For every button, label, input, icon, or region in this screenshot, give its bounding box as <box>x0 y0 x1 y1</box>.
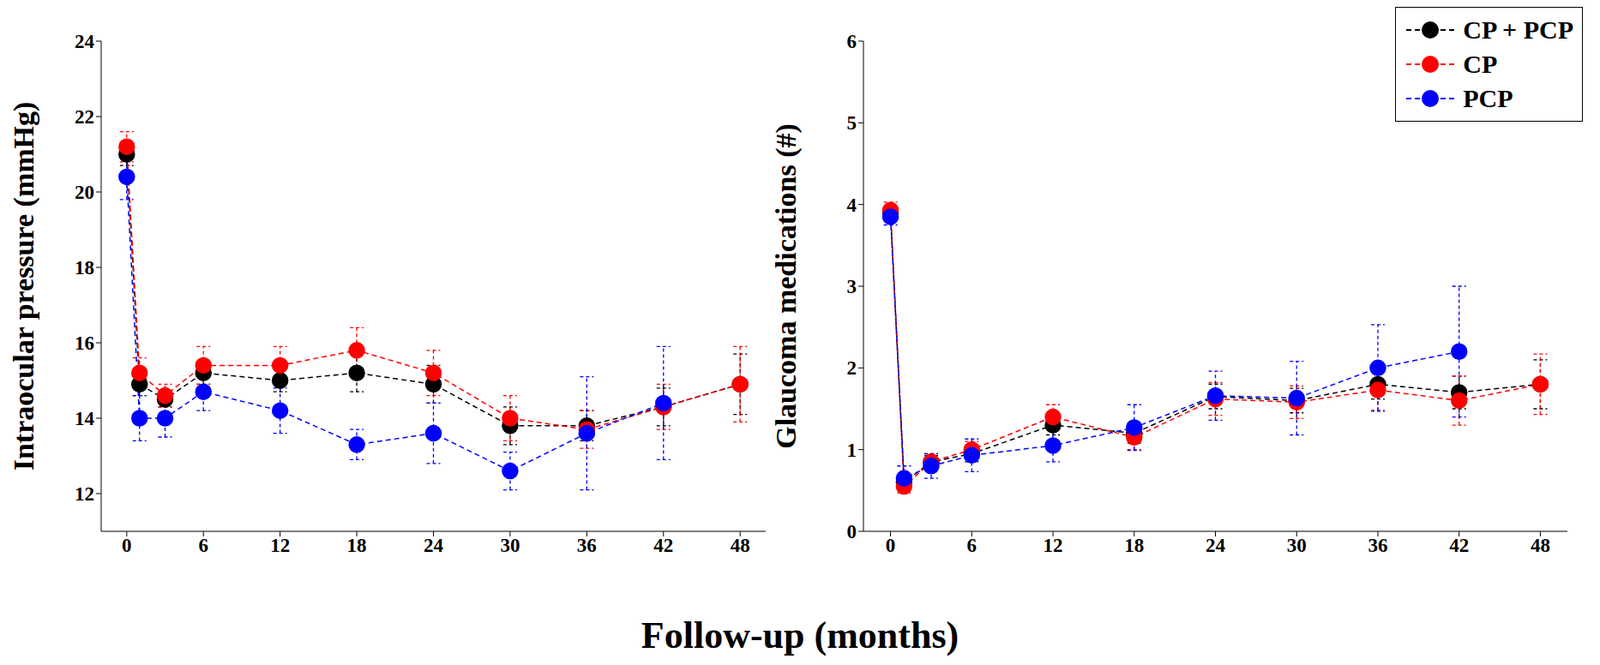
svg-text:14: 14 <box>74 408 96 430</box>
svg-text:16: 16 <box>74 332 95 355</box>
svg-text:24: 24 <box>74 30 96 53</box>
svg-text:18: 18 <box>74 257 95 279</box>
html-text:PCP: PCP <box>1463 84 1514 113</box>
svg-text:12: 12 <box>74 483 95 506</box>
svg-text:1: 1 <box>847 439 858 462</box>
svg-text:24: 24 <box>1205 535 1227 557</box>
svg-text:12: 12 <box>270 535 290 557</box>
svg-text:0: 0 <box>885 535 897 557</box>
svg-text:48: 48 <box>1530 535 1551 557</box>
svg-text:6: 6 <box>847 30 858 53</box>
svg-text:5: 5 <box>847 112 858 134</box>
html-text:CP: CP <box>1463 49 1498 79</box>
svg-text:20: 20 <box>74 181 95 204</box>
svg-text:30: 30 <box>499 535 520 557</box>
svg-text:3: 3 <box>847 276 858 298</box>
svg-text:42: 42 <box>1449 535 1469 557</box>
svg-text:18: 18 <box>1124 535 1144 557</box>
svg-text:48: 48 <box>730 535 751 557</box>
svg-text:0: 0 <box>121 535 133 557</box>
html-text:Intraocular pressure (mmHg): Intraocular pressure (mmHg) <box>7 101 40 471</box>
svg-text:18: 18 <box>347 535 367 557</box>
svg-text:36: 36 <box>1367 535 1388 557</box>
svg-text:42: 42 <box>653 535 674 557</box>
html-text:Follow-up (months): Follow-up (months) <box>641 614 959 657</box>
svg-text:22: 22 <box>74 106 95 128</box>
svg-text:0: 0 <box>847 521 858 543</box>
svg-text:12: 12 <box>1043 535 1064 557</box>
html-text:Glaucoma medications (#): Glaucoma medications (#) <box>769 123 802 450</box>
svg-text:4: 4 <box>847 194 858 217</box>
svg-text:6: 6 <box>198 535 209 557</box>
svg-text:36: 36 <box>577 535 597 557</box>
svg-text:30: 30 <box>1287 535 1307 557</box>
html-text:CP + PCP: CP + PCP <box>1463 15 1574 44</box>
svg-text:6: 6 <box>967 535 978 557</box>
svg-text:2: 2 <box>847 357 858 379</box>
svg-text:24: 24 <box>423 535 445 557</box>
